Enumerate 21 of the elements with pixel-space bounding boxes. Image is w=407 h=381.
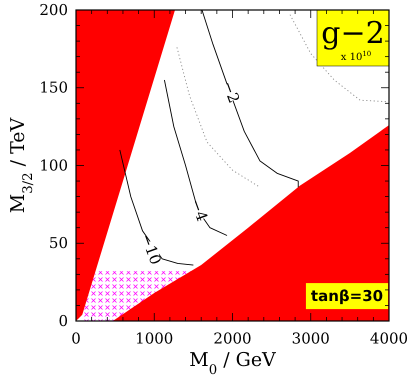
line-series (119, 150, 194, 266)
y-tick-label: 100 (39, 156, 68, 174)
y-tick-label: 0 (58, 312, 68, 330)
text: x 10$^{10}$ (340, 50, 372, 63)
chart-title: g−2 (321, 16, 385, 51)
annotation: −2 (218, 78, 244, 106)
x-tick-label: 1000 (135, 330, 174, 348)
annotation: tanβ=30 (310, 287, 384, 306)
line-series (290, 14, 389, 102)
x-axis-title: M$_{0}$ / GeV (189, 349, 276, 378)
line-series (176, 46, 260, 188)
y-tick-label: 150 (39, 78, 68, 97)
x-tick-label: 4000 (370, 330, 407, 348)
annotation: −10 (137, 231, 165, 268)
x-tick-label: 0 (71, 330, 81, 348)
y-tick-label: 50 (48, 234, 68, 252)
annotation: −4 (186, 196, 212, 224)
y-tick-label: 200 (39, 0, 68, 19)
line-series (164, 80, 228, 236)
x-tick-label: 3000 (292, 330, 330, 348)
x-tick-label: 2000 (213, 330, 252, 348)
